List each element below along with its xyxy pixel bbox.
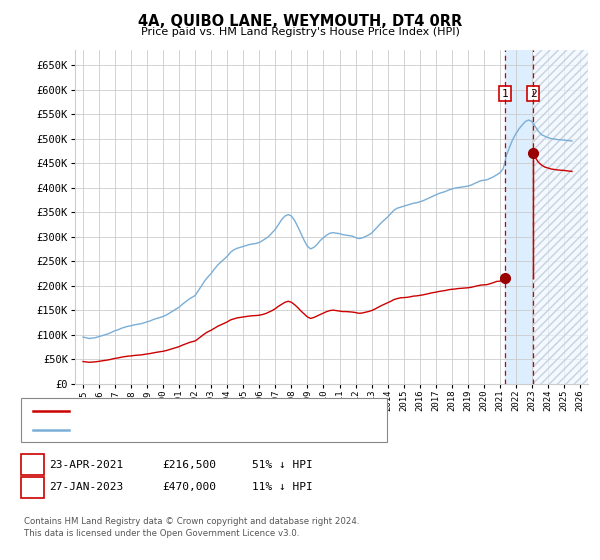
Bar	[533, 50, 588, 384]
Text: 11% ↓ HPI: 11% ↓ HPI	[252, 482, 313, 492]
Text: 2: 2	[29, 482, 36, 492]
Text: 23-APR-2021: 23-APR-2021	[49, 460, 124, 470]
Text: 1: 1	[29, 460, 36, 470]
Text: 51% ↓ HPI: 51% ↓ HPI	[252, 460, 313, 470]
Bar	[533, 50, 588, 384]
Text: 2: 2	[530, 88, 536, 99]
Text: 4A, QUIBO LANE, WEYMOUTH, DT4 0RR: 4A, QUIBO LANE, WEYMOUTH, DT4 0RR	[138, 14, 462, 29]
Text: This data is licensed under the Open Government Licence v3.0.: This data is licensed under the Open Gov…	[24, 530, 299, 539]
Text: 1: 1	[502, 88, 508, 99]
Text: 4A, QUIBO LANE, WEYMOUTH, DT4 0RR (detached house): 4A, QUIBO LANE, WEYMOUTH, DT4 0RR (detac…	[75, 407, 369, 417]
Text: 27-JAN-2023: 27-JAN-2023	[49, 482, 124, 492]
Text: HPI: Average price, detached house, Dorset: HPI: Average price, detached house, Dors…	[75, 425, 322, 435]
Text: £216,500: £216,500	[162, 460, 216, 470]
Bar	[505, 50, 533, 384]
Text: Price paid vs. HM Land Registry's House Price Index (HPI): Price paid vs. HM Land Registry's House …	[140, 27, 460, 37]
Text: £470,000: £470,000	[162, 482, 216, 492]
Text: Contains HM Land Registry data © Crown copyright and database right 2024.: Contains HM Land Registry data © Crown c…	[24, 516, 359, 526]
